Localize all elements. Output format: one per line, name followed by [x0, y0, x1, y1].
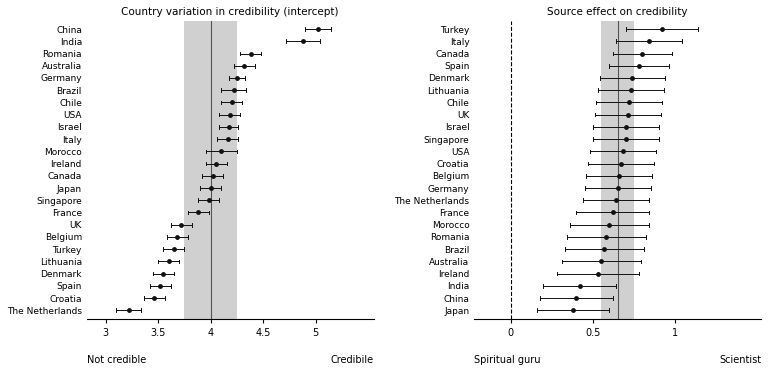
Text: Scientist: Scientist — [719, 355, 761, 365]
Text: Spiritual guru: Spiritual guru — [475, 355, 541, 365]
Title: Source effect on credibility: Source effect on credibility — [548, 7, 688, 17]
Title: Country variation in credibility (intercept): Country variation in credibility (interc… — [121, 7, 339, 17]
Bar — [184, 20, 237, 319]
Bar — [601, 20, 634, 319]
Text: Not credible: Not credible — [87, 355, 146, 365]
Text: Credibile: Credibile — [330, 355, 373, 365]
